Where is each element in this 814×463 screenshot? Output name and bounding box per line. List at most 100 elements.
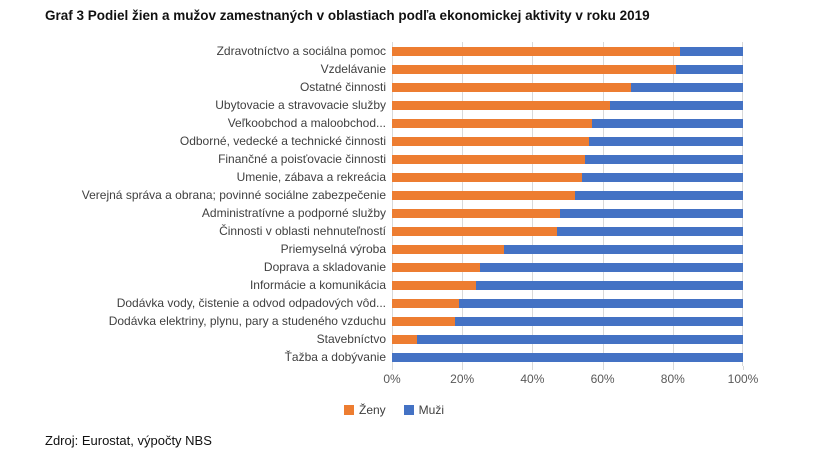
bar-row bbox=[392, 330, 743, 348]
bar-segment-muzi bbox=[392, 352, 743, 362]
bar-segment-muzi bbox=[581, 172, 743, 182]
bar-row bbox=[392, 348, 743, 366]
x-tick-label: 100% bbox=[727, 372, 759, 386]
category-label: Ubytovacie a stravovacie služby bbox=[215, 98, 386, 112]
bar-track bbox=[392, 226, 743, 236]
category-labels: Zdravotníctvo a sociálna pomoc Vzdelávani… bbox=[45, 42, 392, 366]
bar-row bbox=[392, 114, 743, 132]
x-tick-label: 0% bbox=[383, 372, 401, 386]
x-tick-mark bbox=[602, 366, 604, 370]
bar-track bbox=[392, 64, 743, 74]
legend-item-zeny: Ženy bbox=[343, 403, 386, 417]
category-label: Ťažba a dobývanie bbox=[284, 350, 386, 364]
bar-row bbox=[392, 276, 743, 294]
bar-row bbox=[392, 222, 743, 240]
bar-track bbox=[392, 100, 743, 110]
bar-track bbox=[392, 118, 743, 128]
bar-segment-zeny bbox=[392, 226, 557, 236]
x-axis: 0% 20% 40% 60% 80% 100% bbox=[383, 366, 758, 388]
category-label: Veľkoobchod a maloobchod... bbox=[227, 116, 386, 130]
bar-track bbox=[392, 172, 743, 182]
bar-segment-muzi bbox=[592, 118, 743, 128]
category-label: Odborné, vedecké a technické činnosti bbox=[179, 134, 386, 148]
bar-row bbox=[392, 132, 743, 150]
bar-row bbox=[392, 42, 743, 60]
plot-area bbox=[392, 42, 743, 366]
bar-row bbox=[392, 150, 743, 168]
legend-label: Ženy bbox=[358, 403, 386, 417]
bar-segment-zeny bbox=[392, 298, 459, 308]
bar-row bbox=[392, 312, 743, 330]
bar-track bbox=[392, 46, 743, 56]
gridline bbox=[672, 42, 674, 366]
bar-segment-muzi bbox=[609, 100, 743, 110]
bar-segment-muzi bbox=[416, 334, 743, 344]
gridline bbox=[532, 42, 534, 366]
bar-segment-muzi bbox=[630, 82, 743, 92]
gridline bbox=[392, 42, 393, 366]
bar-segment-zeny bbox=[392, 118, 593, 128]
bar-track bbox=[392, 298, 743, 308]
bar-segment-zeny bbox=[392, 64, 677, 74]
bar-segment-muzi bbox=[504, 244, 743, 254]
bar-track bbox=[392, 154, 743, 164]
bar-row bbox=[392, 294, 743, 312]
bar-segment-zeny bbox=[392, 190, 575, 200]
bar-track bbox=[392, 208, 743, 218]
category-label: Vzdelávanie bbox=[320, 62, 386, 76]
bar-segment-zeny bbox=[392, 334, 417, 344]
bars bbox=[392, 42, 743, 366]
x-tick-mark bbox=[743, 366, 744, 370]
category-label: Informácie a komunikácia bbox=[249, 278, 386, 292]
gridline bbox=[462, 42, 464, 366]
category-label: Ostatné činnosti bbox=[299, 80, 386, 94]
bar-track bbox=[392, 316, 743, 326]
bar-segment-zeny bbox=[392, 154, 586, 164]
bar-track bbox=[392, 334, 743, 344]
bar-row bbox=[392, 204, 743, 222]
bar-track bbox=[392, 352, 743, 362]
x-tick-mark bbox=[672, 366, 674, 370]
bar-track bbox=[392, 82, 743, 92]
bar-track bbox=[392, 190, 743, 200]
bar-segment-zeny bbox=[392, 316, 456, 326]
gridline bbox=[742, 42, 743, 366]
x-tick-label: 80% bbox=[660, 372, 685, 386]
bar-segment-zeny bbox=[392, 208, 561, 218]
bar-segment-muzi bbox=[556, 226, 743, 236]
x-tick-mark bbox=[532, 366, 534, 370]
bar-segment-muzi bbox=[679, 46, 743, 56]
legend-item-muzi: Muži bbox=[403, 403, 445, 417]
legend-swatch-icon bbox=[403, 405, 414, 415]
legend: Ženy Muži bbox=[45, 403, 743, 417]
bar-segment-muzi bbox=[585, 154, 743, 164]
bar-segment-muzi bbox=[476, 280, 743, 290]
chart-title: Graf 3 Podiel žien a mužov zamestnaných … bbox=[45, 8, 650, 23]
bar-segment-zeny bbox=[392, 280, 477, 290]
legend-label: Muži bbox=[418, 403, 445, 417]
bar-row bbox=[392, 186, 743, 204]
bar-row bbox=[392, 168, 743, 186]
category-label: Dodávka vody, čistenie a odvod odpadovýc… bbox=[116, 296, 386, 310]
category-label: Administratívne a podporné služby bbox=[201, 206, 386, 220]
category-label: Umenie, zábava a rekreácia bbox=[236, 170, 386, 184]
category-label: Stavebníctvo bbox=[316, 332, 386, 346]
bar-row bbox=[392, 96, 743, 114]
bar-segment-zeny bbox=[392, 136, 589, 146]
bar-segment-muzi bbox=[588, 136, 743, 146]
bar-segment-muzi bbox=[455, 316, 743, 326]
bar-segment-zeny bbox=[392, 82, 631, 92]
bar-segment-zeny bbox=[392, 262, 480, 272]
bar-row bbox=[392, 258, 743, 276]
bar-segment-muzi bbox=[574, 190, 743, 200]
source-note: Zdroj: Eurostat, výpočty NBS bbox=[45, 433, 212, 448]
category-label: Zdravotníctvo a sociálna pomoc bbox=[216, 44, 386, 58]
bar-segment-zeny bbox=[392, 100, 610, 110]
bar-track bbox=[392, 280, 743, 290]
category-label: Dodávka elektriny, plynu, pary a studené… bbox=[108, 314, 386, 328]
bar-row bbox=[392, 60, 743, 78]
bar-segment-zeny bbox=[392, 46, 680, 56]
gridline bbox=[602, 42, 604, 366]
bar-track bbox=[392, 262, 743, 272]
bar-row bbox=[392, 240, 743, 258]
